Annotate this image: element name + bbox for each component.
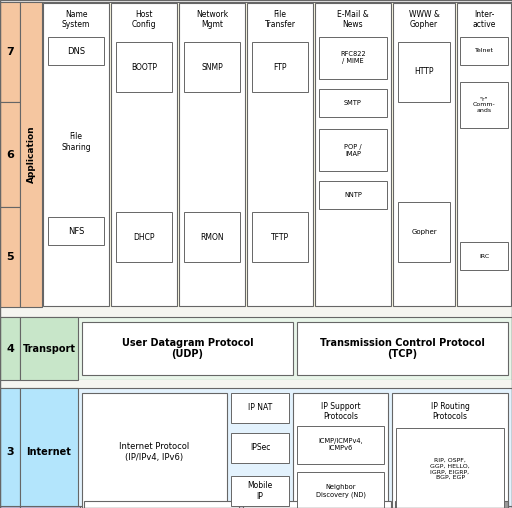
Bar	[297, 322, 508, 375]
Bar	[20, 388, 78, 508]
Text: IP Routing
Protocols: IP Routing Protocols	[431, 402, 470, 422]
Text: HTTP: HTTP	[414, 68, 434, 77]
Text: Internet: Internet	[27, 447, 72, 457]
Bar	[184, 212, 240, 262]
Bar	[460, 242, 508, 270]
Text: SNMP: SNMP	[201, 62, 223, 72]
Text: Inter-
active: Inter- active	[472, 10, 496, 29]
Bar	[20, 506, 80, 508]
Bar	[116, 42, 172, 92]
Text: IRC: IRC	[479, 253, 489, 259]
Bar	[247, 3, 313, 306]
Bar	[48, 217, 104, 245]
Text: TFTP: TFTP	[271, 233, 289, 241]
Bar	[0, 307, 512, 317]
Bar	[243, 501, 391, 508]
Text: E-Mail &
News: E-Mail & News	[337, 10, 369, 29]
Bar	[297, 426, 384, 464]
Text: BOOTP: BOOTP	[131, 62, 157, 72]
Text: Host
Config: Host Config	[132, 10, 156, 29]
Bar	[0, 317, 512, 380]
Bar	[20, 2, 42, 307]
Text: Telnet: Telnet	[475, 48, 494, 53]
Text: IPSec: IPSec	[250, 443, 270, 453]
Text: Network
Mgmt: Network Mgmt	[196, 10, 228, 29]
Bar	[395, 501, 508, 508]
Bar	[231, 433, 289, 463]
Bar	[43, 3, 109, 306]
Bar	[252, 212, 308, 262]
Bar	[293, 393, 388, 508]
Bar	[0, 380, 512, 388]
Text: 7: 7	[6, 47, 14, 57]
Bar	[460, 37, 508, 65]
Text: IP NAT: IP NAT	[248, 403, 272, 412]
Text: Gopher: Gopher	[411, 229, 437, 235]
Text: DHCP: DHCP	[133, 233, 155, 241]
Text: IP Support
Protocols: IP Support Protocols	[321, 402, 360, 422]
Text: 5: 5	[6, 252, 14, 262]
Bar	[231, 476, 289, 506]
Bar	[184, 42, 240, 92]
Bar	[84, 501, 239, 508]
Bar	[319, 37, 387, 79]
Bar	[0, 506, 512, 508]
Bar	[319, 129, 387, 171]
Bar	[82, 322, 293, 375]
Text: Name
System: Name System	[62, 10, 90, 29]
Text: User Datagram Protocol
(UDP): User Datagram Protocol (UDP)	[122, 338, 253, 359]
Bar	[396, 428, 504, 508]
Bar	[231, 393, 289, 423]
Bar	[116, 212, 172, 262]
Text: "r"
Comm-
ands: "r" Comm- ands	[473, 97, 496, 113]
Bar	[0, 388, 20, 508]
Bar	[0, 102, 20, 207]
Bar	[398, 202, 450, 262]
Text: Application: Application	[27, 125, 35, 183]
Bar	[297, 472, 384, 508]
Text: Internet Protocol
(IP/IPv4, IPv6): Internet Protocol (IP/IPv4, IPv6)	[119, 442, 189, 462]
Text: Neighbor
Discovery (ND): Neighbor Discovery (ND)	[315, 484, 366, 498]
Text: NNTP: NNTP	[344, 192, 362, 198]
Bar	[82, 393, 227, 508]
Text: RIP, OSPF,
GGP, HELLO,
IGRP, EIGRP,
BGP, EGP: RIP, OSPF, GGP, HELLO, IGRP, EIGRP, BGP,…	[430, 458, 470, 480]
Text: File
Sharing: File Sharing	[61, 132, 91, 152]
Text: WWW &
Gopher: WWW & Gopher	[409, 10, 439, 29]
Bar	[319, 89, 387, 117]
Text: 6: 6	[6, 149, 14, 160]
Text: RFC822
/ MIME: RFC822 / MIME	[340, 51, 366, 65]
Bar	[0, 388, 512, 508]
Text: Transport: Transport	[23, 343, 75, 354]
Bar	[319, 181, 387, 209]
Bar	[457, 3, 511, 306]
Text: File
Transfer: File Transfer	[265, 10, 295, 29]
Bar	[179, 3, 245, 306]
Bar	[460, 82, 508, 128]
Text: POP /
IMAP: POP / IMAP	[344, 143, 362, 156]
Text: RMON: RMON	[200, 233, 224, 241]
Bar	[0, 2, 512, 307]
Bar	[392, 393, 508, 508]
Bar	[0, 506, 20, 508]
Text: ICMP/ICMPv4,
ICMPv6: ICMP/ICMPv4, ICMPv6	[318, 438, 363, 452]
Bar	[315, 3, 391, 306]
Bar	[252, 42, 308, 92]
Bar	[398, 42, 450, 102]
Bar	[0, 207, 20, 307]
Text: FTP: FTP	[273, 62, 287, 72]
Text: SMTP: SMTP	[344, 100, 362, 106]
Bar	[0, 317, 20, 380]
Text: NFS: NFS	[68, 227, 84, 236]
Text: 3: 3	[6, 447, 14, 457]
Text: 4: 4	[6, 343, 14, 354]
Text: Mobile
IP: Mobile IP	[247, 481, 272, 501]
Bar	[0, 2, 20, 102]
Bar	[393, 3, 455, 306]
Text: Transmission Control Protocol
(TCP): Transmission Control Protocol (TCP)	[320, 338, 485, 359]
Bar	[48, 37, 104, 65]
Bar	[111, 3, 177, 306]
Text: DNS: DNS	[67, 47, 85, 55]
Bar	[20, 317, 78, 380]
